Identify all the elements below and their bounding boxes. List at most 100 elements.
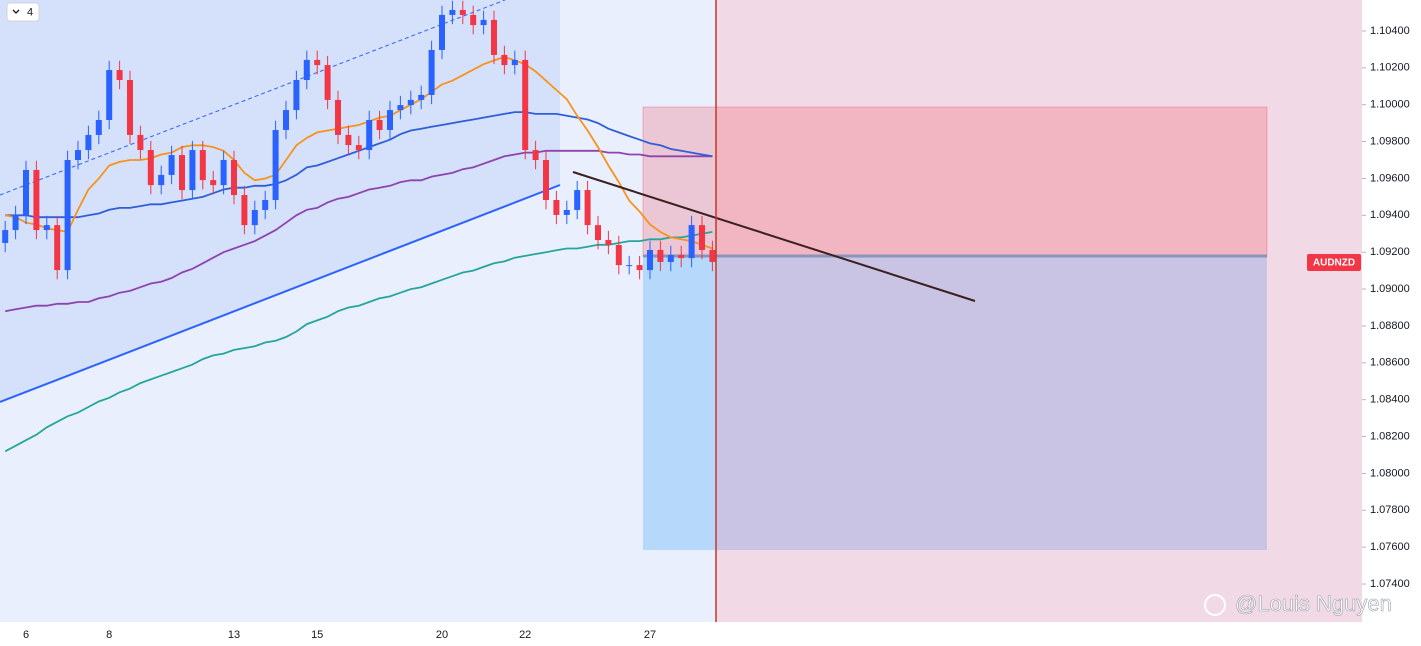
candle-body <box>387 110 393 130</box>
candle-body <box>709 249 716 262</box>
chevron-icon <box>12 9 20 14</box>
candle-body <box>293 80 300 111</box>
candle-body <box>563 209 570 215</box>
badge[interactable] <box>6 2 40 22</box>
candle-body <box>480 19 487 26</box>
candle-body <box>147 150 154 186</box>
candle-body <box>231 160 237 196</box>
candle-body <box>615 245 622 266</box>
candle-body <box>532 150 539 161</box>
x-tick-label: 8 <box>106 629 112 641</box>
target-zone <box>643 256 716 550</box>
candle-body <box>470 14 477 26</box>
candle-body <box>33 169 40 231</box>
candle-body <box>2 230 9 243</box>
y-tick-label: 1.07600 <box>1370 541 1410 553</box>
price-axis <box>1362 0 1421 646</box>
candle-body <box>168 155 175 175</box>
candle-body <box>12 214 19 231</box>
candle-body <box>137 134 144 151</box>
candle-body <box>158 174 165 186</box>
moving-average <box>4 231 713 453</box>
moving-average <box>5 55 713 250</box>
candle-body <box>283 110 289 130</box>
time-axis <box>0 622 1362 646</box>
candle-body <box>54 225 61 271</box>
candle-body <box>501 54 508 66</box>
x-tick-label: 27 <box>644 629 656 641</box>
candle-body <box>179 155 185 191</box>
y-tick-label: 1.08600 <box>1370 357 1410 369</box>
candle-body <box>324 65 331 100</box>
candle-body <box>511 59 518 66</box>
y-tick-label: 1.07800 <box>1370 504 1410 516</box>
watermark: @Louis Nguyen <box>1235 591 1392 616</box>
candle-body <box>241 195 248 226</box>
y-tick-label: 1.09200 <box>1370 246 1410 258</box>
candle-body <box>667 254 674 262</box>
candle-body <box>199 150 206 181</box>
channel-lower <box>0 184 561 403</box>
candle-body <box>355 145 362 151</box>
candle-body <box>449 9 456 15</box>
candle-body <box>210 180 217 186</box>
candle-body <box>626 265 633 267</box>
candle-body <box>678 254 685 259</box>
candle-body <box>106 70 113 121</box>
candle-body <box>688 225 695 259</box>
candle-body <box>127 80 133 135</box>
candle-body <box>595 225 601 241</box>
candle-body <box>345 134 352 146</box>
y-tick-label: 1.07400 <box>1370 578 1410 590</box>
badge-label: 4 <box>27 6 33 18</box>
candle-body <box>220 160 227 186</box>
x-tick-label: 6 <box>23 629 29 641</box>
candle-body <box>376 120 383 130</box>
y-tick-label: 1.10400 <box>1370 25 1410 37</box>
y-tick-label: 1.09400 <box>1370 209 1410 221</box>
candle-body <box>64 160 71 271</box>
candle-body <box>407 99 414 106</box>
candle-body <box>636 265 643 271</box>
candle-body <box>75 150 81 161</box>
candle-body <box>522 59 529 151</box>
candle-body <box>543 160 549 201</box>
candle-body <box>584 190 591 226</box>
candle-body <box>439 14 445 50</box>
candle-body <box>251 209 258 226</box>
x-tick-label: 15 <box>311 629 323 641</box>
trend-line <box>572 171 976 302</box>
symbol-tag <box>1307 254 1361 271</box>
candle-body <box>85 134 92 151</box>
candle-body <box>262 200 269 210</box>
candle-body <box>397 105 404 111</box>
y-tick-label: 1.08800 <box>1370 320 1410 332</box>
y-tick-label: 1.09600 <box>1370 172 1410 184</box>
candle-body <box>428 49 435 95</box>
candle-body <box>553 200 560 215</box>
watermark-icon <box>1204 594 1226 616</box>
candle-body <box>189 150 196 191</box>
target-zone-overlap <box>716 256 1267 550</box>
y-tick-label: 1.10200 <box>1370 62 1410 74</box>
x-tick-label: 20 <box>436 629 448 641</box>
candle-body <box>314 59 321 66</box>
candle-body <box>366 120 373 151</box>
y-tick-label: 1.08200 <box>1370 430 1410 442</box>
y-tick-label: 1.08400 <box>1370 394 1410 406</box>
candle-body <box>335 99 341 135</box>
candle-body <box>303 59 310 81</box>
candle-body <box>459 9 466 15</box>
candle-body <box>699 225 705 250</box>
x-tick-label: 22 <box>519 629 531 641</box>
y-tick-label: 1.08000 <box>1370 467 1410 479</box>
channel-upper <box>0 0 506 196</box>
candle-body <box>647 249 653 271</box>
candle-body <box>418 94 425 100</box>
candle-body <box>605 240 612 246</box>
y-tick-label: 1.10000 <box>1370 99 1410 111</box>
candle-body <box>23 169 29 215</box>
candle-body <box>491 19 497 55</box>
